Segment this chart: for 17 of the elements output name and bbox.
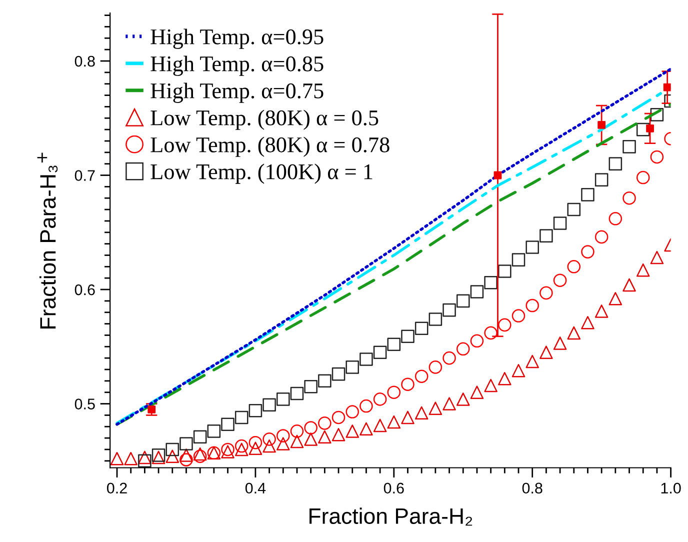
y-tick-label: 0.5 (74, 398, 95, 410)
x-tick-label: 0.6 (384, 482, 404, 494)
x-tick-label: 1.0 (661, 482, 681, 494)
x-tick-label: 0.8 (522, 482, 542, 494)
legend-label: Low Temp. (80K) α = 0.5 (150, 110, 378, 130)
legend-label: Low Temp. (100K) α = 1 (150, 164, 372, 184)
y-tick-label: 0.7 (74, 170, 95, 181)
x-axis-title: Fraction Para-H₂ (310, 508, 472, 526)
legend-label: Low Temp. (80K) α = 0.78 (150, 136, 390, 157)
y-axis-title: Fraction Para-H₃$^{+}$ (37, 152, 58, 328)
x-tick-label: 0.2 (106, 482, 127, 494)
y-tick-label: 0.6 (74, 284, 95, 296)
legend-label: High Temp. α=0.85 (150, 56, 324, 76)
legend-label: High Temp. α=0.95 (150, 28, 324, 49)
legend-label: High Temp. α=0.75 (150, 82, 324, 103)
y-tick-label: 0.8 (74, 56, 95, 67)
x-tick-label: 0.4 (245, 482, 266, 494)
